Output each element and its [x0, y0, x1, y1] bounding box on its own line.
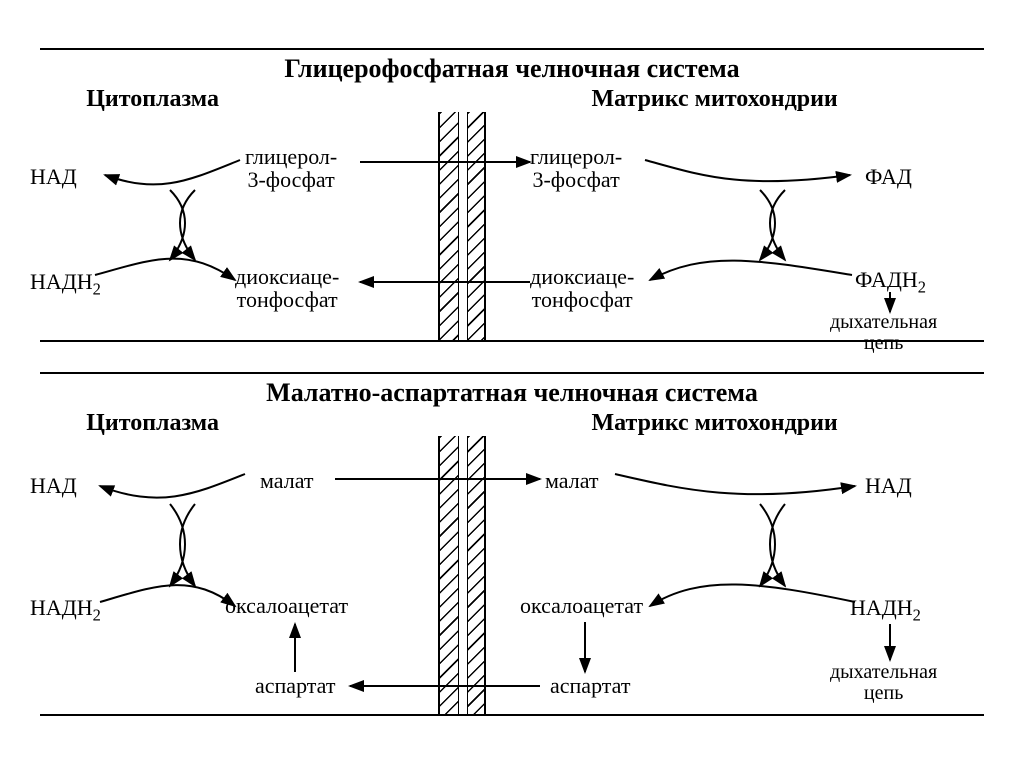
resp-chain-1: дыхательная цепь — [830, 312, 937, 354]
panel2-right-head: Матрикс митохондрии — [591, 410, 837, 437]
nad-right: НАД — [865, 474, 912, 497]
malate-aspartate-shuttle-panel: Малатно-аспартатная челночная система Ци… — [40, 372, 984, 716]
membrane-1 — [438, 112, 486, 340]
oaa-left: оксалоацетат — [225, 594, 348, 617]
membrane-2 — [438, 436, 486, 714]
g3p-right: глицерол- 3-фосфат — [530, 145, 622, 191]
panel1-left-head: Цитоплазма — [86, 86, 219, 113]
fad: ФАД — [865, 165, 912, 188]
g3p-left: глицерол- 3-фосфат — [245, 145, 337, 191]
resp-chain-2: дыхательная цепь — [830, 662, 937, 704]
nadh-left-1: НАДН2 — [30, 270, 101, 298]
malate-left: малат — [260, 469, 314, 492]
asp-left: аспартат — [255, 674, 335, 697]
oaa-right: оксалоацетат — [520, 594, 643, 617]
fadh: ФАДН2 — [855, 268, 926, 296]
panel1-title: Глицерофосфатная челночная система — [40, 54, 984, 84]
dap-right: диоксиаце- тонфосфат — [530, 265, 634, 311]
asp-right: аспартат — [550, 674, 630, 697]
glycerophosphate-shuttle-panel: Глицерофосфатная челночная система Цитоп… — [40, 48, 984, 342]
panel2-left-head: Цитоплазма — [86, 410, 219, 437]
malate-right: малат — [545, 469, 599, 492]
panel2-title: Малатно-аспартатная челночная система — [40, 378, 984, 408]
nad-left-2: НАД — [30, 474, 77, 497]
nadh-left-2: НАДН2 — [30, 596, 101, 624]
panel1-right-head: Матрикс митохондрии — [591, 86, 837, 113]
panel2-subheads: Цитоплазма Матрикс митохондрии — [40, 410, 984, 437]
panel1-subheads: Цитоплазма Матрикс митохондрии — [40, 86, 984, 113]
nadh-right: НАДН2 — [850, 596, 921, 624]
dap-left: диоксиаце- тонфосфат — [235, 265, 339, 311]
nad-left-1: НАД — [30, 165, 77, 188]
